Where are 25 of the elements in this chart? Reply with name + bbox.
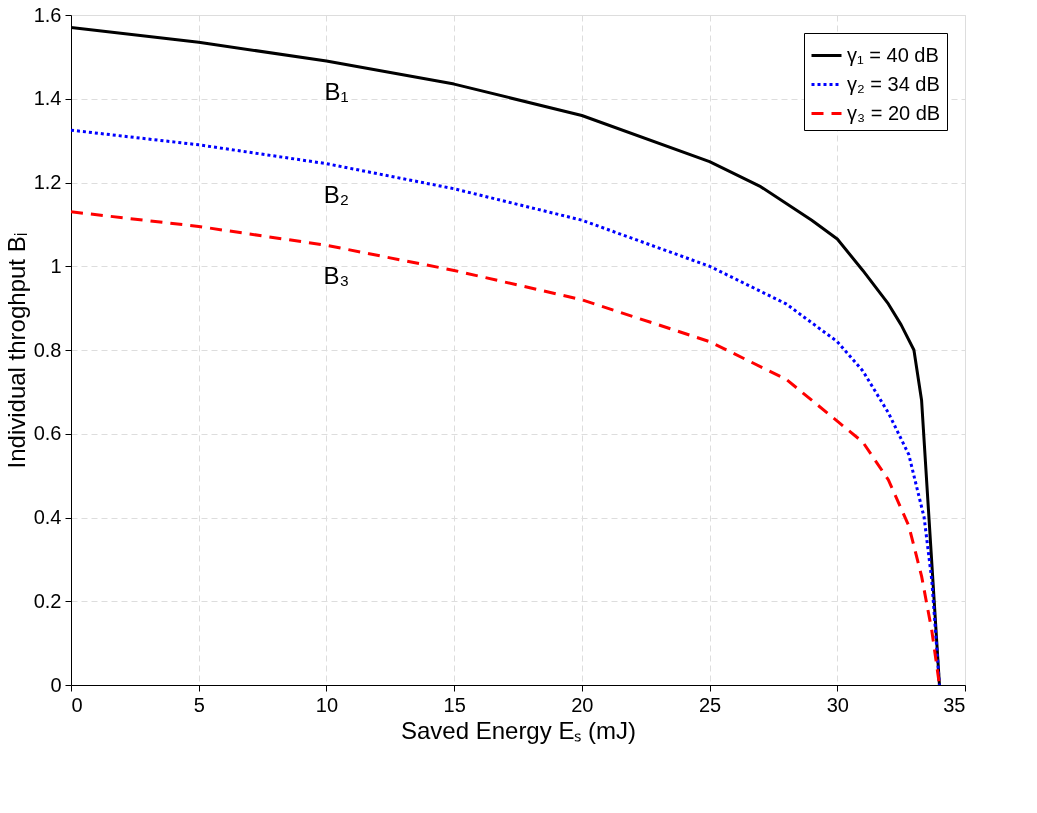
legend-label: γ₃ = 20 dB (847, 101, 941, 124)
x-tick-label: 25 (698, 693, 722, 716)
annotation: B₃ (323, 262, 350, 290)
y-tick-label: 0.2 (33, 589, 62, 612)
x-tick-label: 5 (193, 693, 205, 716)
x-tick-label: 10 (315, 693, 339, 716)
y-tick-label: 1 (50, 254, 62, 277)
x-tick-label: 0 (71, 693, 83, 716)
y-tick-label: 0.8 (33, 338, 62, 361)
x-axis-title: Saved Energy Eₛ (mJ) (400, 716, 637, 744)
legend-label: γ₂ = 34 dB (847, 72, 940, 95)
y-tick-label: 1.2 (33, 171, 62, 193)
annotation: B₂ (323, 180, 350, 208)
annotation: B₁ (324, 78, 349, 106)
y-tick-label: 0.6 (33, 422, 62, 445)
y-axis-title: Individual throghput Bᵢ (2, 232, 30, 469)
x-tick-label: 35 (943, 693, 966, 716)
y-tick-label: 1.4 (33, 87, 62, 110)
legend-label: γ₁ = 40 dB (847, 43, 939, 66)
x-tick-label: 15 (443, 693, 466, 716)
x-tick-label: 20 (571, 693, 594, 716)
y-tick-label: 0.4 (33, 506, 62, 528)
y-tick-label: 0 (50, 673, 62, 696)
x-tick-label: 30 (826, 693, 849, 716)
y-tick-label: 1.6 (33, 3, 62, 26)
